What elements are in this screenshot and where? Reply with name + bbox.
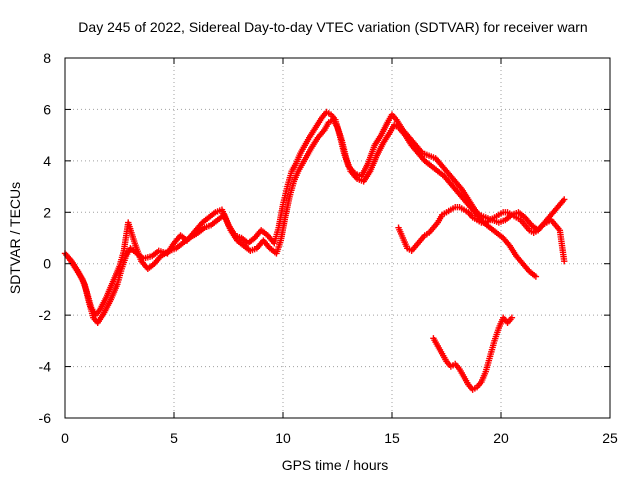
y-tick-label: -2 [39, 307, 52, 323]
chart-title: Day 245 of 2022, Sidereal Day-to-day VTE… [78, 19, 587, 35]
x-tick-label: 5 [170, 430, 178, 446]
x-axis-label: GPS time / hours [282, 457, 389, 473]
y-tick-label: 0 [43, 256, 51, 272]
data-point [532, 273, 540, 280]
y-tick-label: 8 [43, 50, 51, 66]
data-point [508, 314, 516, 321]
y-tick-label: -6 [39, 410, 52, 426]
x-tick-label: 25 [602, 430, 618, 446]
x-tick-label: 20 [493, 430, 509, 446]
y-axis-label: SDTVAR / TECUs [7, 182, 23, 294]
x-tick-label: 0 [61, 430, 69, 446]
x-tick-label: 15 [384, 430, 400, 446]
y-tick-label: 4 [43, 153, 51, 169]
axis-ticks: 0 5 10 15 20 25 -6 -4 -2 0 2 4 6 8 [39, 50, 618, 446]
y-tick-label: 6 [43, 101, 51, 117]
y-tick-label: -4 [39, 359, 52, 375]
data-point [561, 257, 568, 265]
y-tick-label: 2 [43, 204, 51, 220]
plot-frame [64, 57, 611, 419]
data-point [561, 196, 568, 203]
x-tick-label: 10 [275, 430, 291, 446]
data-points [61, 108, 568, 393]
